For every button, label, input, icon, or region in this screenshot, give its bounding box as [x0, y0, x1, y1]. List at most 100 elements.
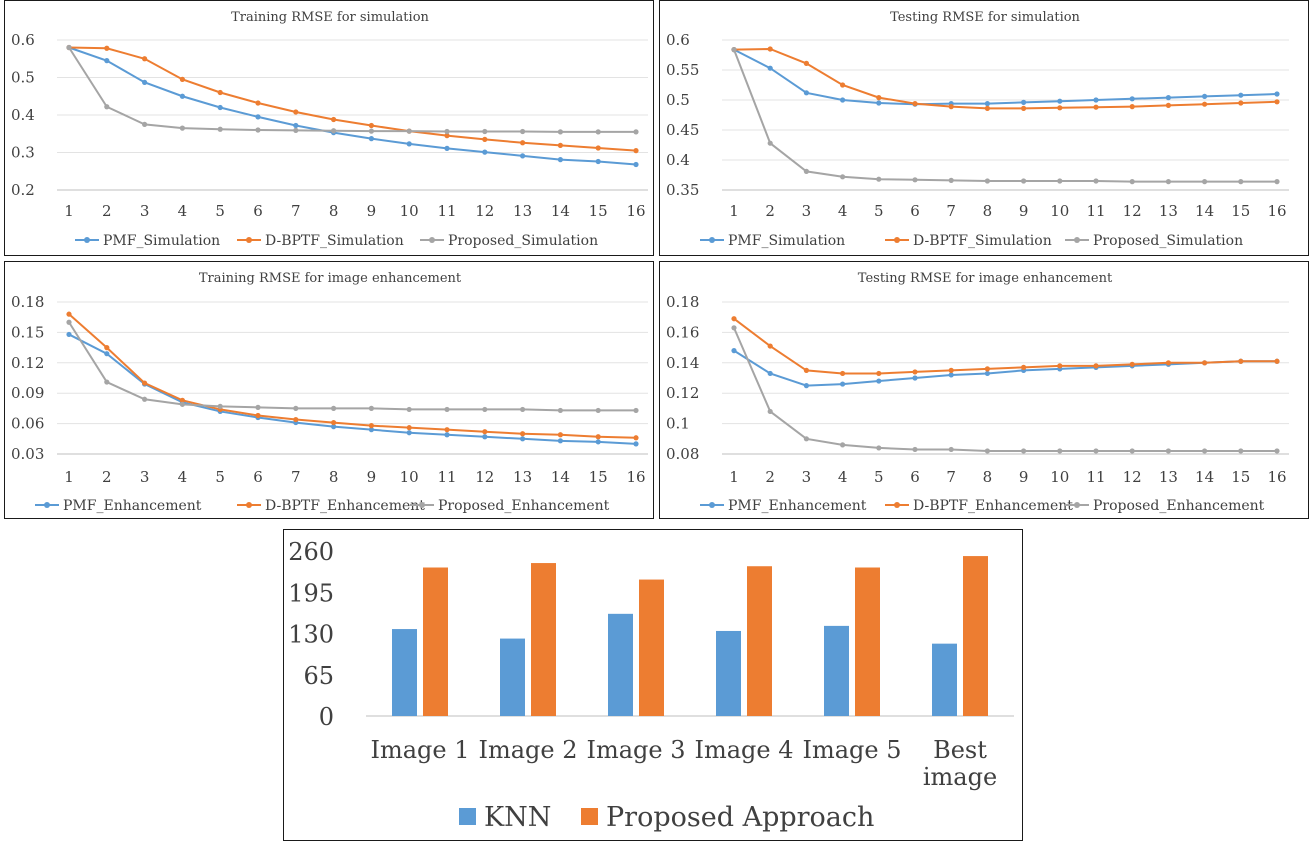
- data-point: [444, 427, 450, 433]
- data-point: [331, 405, 337, 411]
- data-point: [66, 319, 72, 325]
- x-tick-label: 15: [589, 468, 608, 486]
- legend-marker: [429, 237, 435, 243]
- data-point: [803, 367, 809, 373]
- data-point: [1202, 101, 1208, 107]
- data-point: [1202, 448, 1208, 454]
- y-tick-label: 0.4: [11, 106, 35, 124]
- x-tick-label: 2: [102, 202, 112, 220]
- x-tick-label: 10: [400, 468, 419, 486]
- data-point: [840, 82, 846, 88]
- data-point: [482, 128, 488, 135]
- legend-label: Proposed_Simulation: [1093, 233, 1243, 249]
- x-tick-label: 12: [475, 468, 494, 486]
- data-point: [767, 370, 773, 377]
- data-point: [1093, 104, 1099, 110]
- data-point: [1274, 99, 1280, 105]
- y-tick-label: 0.6: [11, 31, 35, 49]
- x-tick-label: 16: [626, 468, 645, 486]
- data-point: [1274, 358, 1280, 364]
- x-tick-label: 13: [513, 202, 532, 220]
- x-tick-label: 2: [765, 468, 775, 486]
- legend-label: Proposed_Enhancement: [1093, 498, 1265, 514]
- bar: [855, 567, 880, 716]
- y-tick-label: 195: [288, 579, 334, 607]
- data-point: [293, 416, 299, 423]
- data-point: [1021, 99, 1027, 105]
- y-tick-label: 260: [288, 538, 334, 566]
- bar: [824, 625, 849, 716]
- bar: [608, 613, 633, 716]
- data-point: [104, 345, 110, 351]
- data-point: [731, 325, 737, 331]
- data-point: [731, 316, 737, 322]
- data-point: [557, 438, 564, 444]
- series-line: [733, 317, 1277, 375]
- data-point: [331, 419, 337, 426]
- data-point: [66, 44, 72, 51]
- data-point: [1093, 363, 1099, 369]
- x-tick-label: 6: [910, 202, 920, 220]
- data-point: [767, 140, 773, 146]
- data-point: [104, 379, 110, 385]
- legend-marker: [84, 237, 90, 243]
- data-point: [142, 380, 148, 386]
- data-point: [840, 442, 846, 448]
- chart-testing-rmse-simulation: Testing RMSE for simulation 0.35 0.4 0.45 0.…: [659, 0, 1309, 256]
- data-point: [984, 101, 990, 107]
- y-tick-label: 0.6: [666, 31, 690, 49]
- x-tick-label: Image 5: [802, 736, 901, 764]
- data-point: [557, 407, 564, 414]
- data-point: [293, 127, 299, 133]
- data-point: [482, 136, 488, 142]
- data-point: [633, 148, 639, 154]
- legend-label: D-BPTF_Simulation: [913, 233, 1052, 249]
- bar: [716, 630, 741, 716]
- data-point: [912, 375, 918, 381]
- x-tick-label: 6: [253, 202, 263, 220]
- x-tick-label-line: Best: [933, 736, 987, 764]
- bar-chart-svg: 0 65 130 195 260 Image 1 Image 2 Image 3 Image 4…: [288, 538, 1014, 833]
- data-point: [984, 178, 990, 184]
- line-chart-svg: Testing RMSE for image enhancement 0.08 0.…: [666, 271, 1289, 514]
- data-point: [1165, 179, 1171, 185]
- legend-label: KNN: [484, 802, 551, 833]
- y-tick-label: 0.5: [666, 91, 690, 109]
- y-tick-label: 0.45: [666, 121, 699, 139]
- x-tick-label: 14: [1195, 468, 1214, 486]
- data-point: [255, 412, 261, 419]
- data-point: [104, 351, 110, 357]
- data-point: [368, 405, 374, 411]
- data-point: [1093, 448, 1099, 454]
- data-point: [217, 104, 223, 111]
- chart-knn-vs-proposed: 0 65 130 195 260 Image 1 Image 2 Image 3 Image 4…: [283, 529, 1023, 841]
- data-point: [406, 430, 412, 436]
- data-point: [984, 105, 990, 111]
- data-point: [1238, 100, 1244, 106]
- x-tick-label: 4: [838, 202, 848, 220]
- x-tick-label: 4: [178, 202, 188, 220]
- data-point: [520, 406, 526, 413]
- x-tick-label: 8: [329, 202, 339, 220]
- x-tick-label: 10: [1050, 468, 1069, 486]
- data-point: [368, 122, 374, 129]
- y-tick-label: 0.12: [11, 354, 44, 372]
- bar: [392, 629, 417, 716]
- data-point: [255, 404, 261, 410]
- data-point: [406, 406, 412, 413]
- x-tick-label: 16: [626, 202, 645, 220]
- legend-label: PMF_Simulation: [103, 233, 220, 249]
- data-point: [1274, 448, 1280, 454]
- data-point: [1202, 93, 1208, 99]
- data-point: [520, 128, 526, 135]
- data-point: [104, 58, 110, 64]
- bar: [500, 638, 525, 716]
- data-point: [255, 114, 261, 120]
- data-point: [948, 177, 954, 183]
- legend-marker: [246, 502, 252, 508]
- y-tick-label: 0.3: [11, 144, 35, 162]
- data-point: [731, 348, 737, 354]
- data-point: [142, 56, 148, 62]
- data-point: [1165, 102, 1171, 108]
- legend-label: D-BPTF_Enhancement: [913, 498, 1073, 514]
